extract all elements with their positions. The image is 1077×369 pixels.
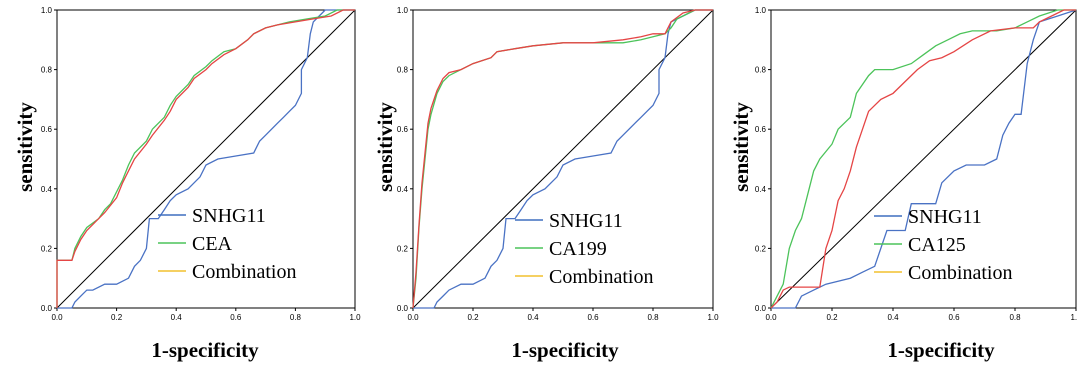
x-tick-label: 1.0 [1070, 313, 1077, 322]
legend-label: Combination [549, 266, 653, 288]
x-tick-label: 0.0 [407, 313, 419, 322]
plot-frame [56, 9, 356, 309]
roc-chart-3: 0.0 0.2 0.4 0.6 0.8 1.0 0.0 0.2 0.4 0.6 0.8 1.0 SNHG… [755, 6, 1077, 322]
x-tick-label: 0.4 [527, 313, 539, 322]
roc-panel-3: sensitivity 0.00.20.40.60.81.00.00.20.40… [716, 0, 1077, 369]
legend-label: Combination [908, 262, 1012, 284]
x-tick-label: 0.8 [1009, 313, 1021, 322]
legend-label: CEA [192, 233, 233, 255]
x-tick-label: 0.0 [765, 313, 777, 322]
y-tick-label: 0.6 [41, 125, 53, 134]
x-tick-label: 0.4 [171, 313, 183, 322]
plot-frame [412, 9, 714, 309]
legend-label: CA199 [549, 238, 607, 260]
x-axis-label: 1-specificity [511, 338, 619, 362]
x-tick-label: 1.0 [707, 313, 719, 322]
legend-label: CA125 [908, 234, 966, 256]
y-tick-label: 1.0 [397, 6, 409, 15]
x-tick-label: 0.6 [948, 313, 960, 322]
x-axis-label: 1-specificity [887, 338, 995, 362]
y-tick-label: 0.6 [397, 125, 409, 134]
y-tick-label: 0.6 [755, 125, 767, 134]
roc-chart-2: 0.0 0.2 0.4 0.6 0.8 1.0 0.0 0.2 0.4 0.6 0.8 1.0 SNHG… [397, 6, 719, 322]
x-tick-label: 0.0 [51, 313, 63, 322]
x-tick-label: 0.6 [230, 313, 242, 322]
reference-diagonal [770, 9, 1077, 309]
x-tick-label: 1.0 [349, 313, 361, 322]
series-line-combination [56, 9, 355, 308]
y-tick-label: 0.2 [41, 244, 53, 253]
legend-label: SNHG11 [549, 210, 623, 232]
y-tick-label: 0.4 [41, 185, 53, 194]
x-tick-label: 0.2 [467, 313, 479, 322]
y-tick-label: 0.8 [397, 66, 409, 75]
roc-panel-2: sensitivity 0.0 0.2 0.4 0.6 0.8 1.0 0.0 0.2 0.4 0… [360, 0, 720, 369]
x-tick-label: 0.8 [647, 313, 659, 322]
legend-label: SNHG11 [192, 205, 266, 227]
x-tick-label: 0.2 [111, 313, 123, 322]
y-tick-label: 1.0 [41, 6, 53, 15]
series-line-snhg11 [771, 9, 1077, 309]
series-line-snhg11 [413, 9, 713, 309]
y-tick-label: 0.0 [397, 304, 409, 313]
y-tick-label: 0.4 [397, 185, 409, 194]
x-tick-label: 0.2 [826, 313, 838, 322]
reference-diagonal [412, 9, 714, 309]
x-axis-label: 1-specificity [151, 338, 259, 362]
series-line-combination [770, 9, 1076, 309]
y-tick-label: 0.8 [755, 66, 767, 75]
legend-label: SNHG11 [908, 206, 982, 228]
y-tick-label: 1.0 [755, 6, 767, 15]
x-tick-label: 0.4 [887, 313, 899, 322]
y-tick-label: 0.4 [755, 185, 767, 194]
roc-panel-1: sensitivity 0.0 0.2 0.4 0.6 0.8 1.0 0.0 0.2 0.4 0… [0, 0, 361, 369]
series-line-combination [412, 9, 713, 309]
roc-chart-1: 0.0 0.2 0.4 0.6 0.8 1.0 0.0 0.2 0.4 0.6 0.8 1.0 SNHG… [41, 6, 361, 322]
legend-label: Combination [192, 261, 296, 283]
y-tick-label: 0.8 [41, 66, 53, 75]
reference-diagonal [56, 9, 356, 309]
plot-frame [770, 9, 1077, 309]
x-tick-label: 0.6 [587, 313, 599, 322]
y-tick-label: 0.2 [755, 244, 767, 253]
x-tick-label: 0.8 [290, 313, 302, 322]
y-tick-label: 0.0 [41, 304, 53, 313]
series-line-snhg11 [57, 9, 355, 309]
y-tick-label: 0.0 [755, 304, 767, 313]
y-tick-label: 0.2 [397, 244, 409, 253]
